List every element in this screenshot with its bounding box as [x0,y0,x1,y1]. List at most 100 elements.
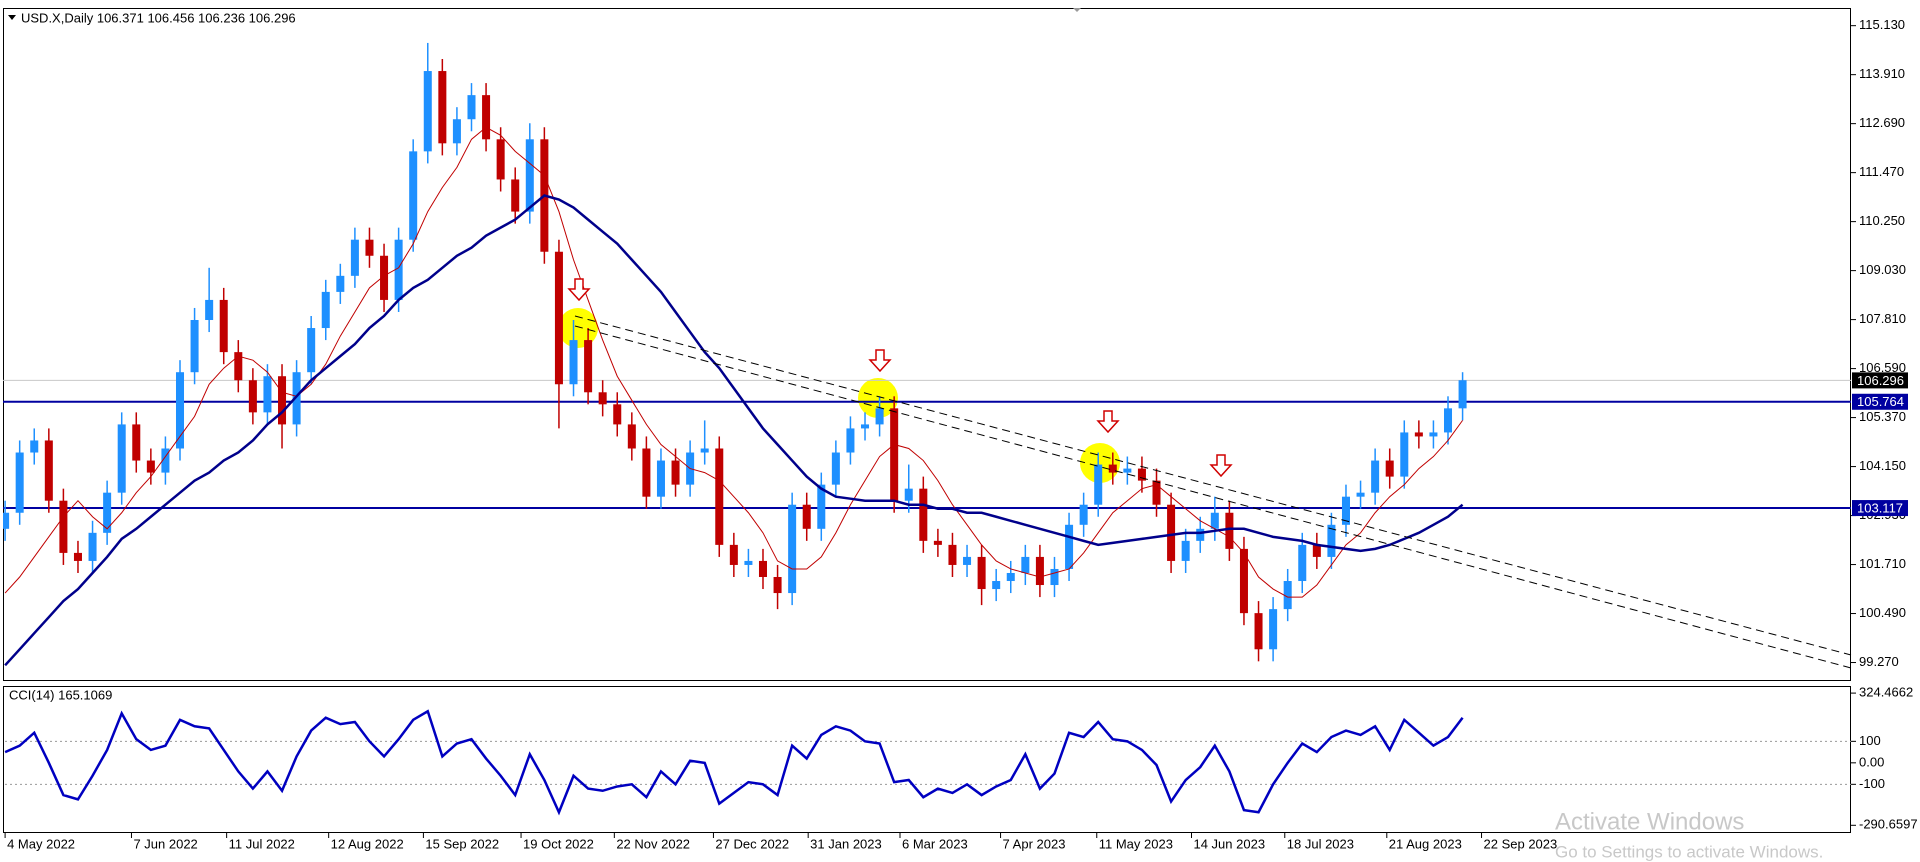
x-tick-label: 12 Aug 2022 [331,836,404,851]
candle-body [744,560,753,565]
y-tick-label: 100 [1859,733,1881,748]
candle-body [1108,464,1117,473]
candle-body [831,452,840,485]
main-plot [3,42,1851,667]
level-label: 103.117 [1857,500,1903,515]
candle-body [307,328,316,373]
candle-body [132,424,141,461]
candle-body [88,532,97,561]
candle-body [1371,460,1380,493]
candle-body [409,151,418,240]
candle-body [1239,548,1248,614]
x-tick-label: 7 Apr 2023 [1003,836,1066,851]
candle-body [146,460,155,473]
candle-body [1181,540,1190,561]
candle-body [802,504,811,529]
candle-body [190,320,199,373]
candle-body [1196,528,1205,541]
y-tick-label: 99.270 [1859,654,1899,669]
candle-body [773,576,782,594]
y-tick-label: 100.490 [1859,605,1906,620]
candle-body [700,448,709,453]
moving-average [4,194,1464,667]
main-panel [3,8,1851,681]
candle-body [15,452,24,513]
candle-body [365,239,374,256]
x-tick-label: 14 Jun 2023 [1193,836,1265,851]
y-tick-label: 101.710 [1859,556,1906,571]
y-tick-label: 104.150 [1859,458,1906,473]
candle-body [598,392,607,405]
cci-plot [3,709,1851,816]
y-tick-label: 324.4662 [1859,685,1913,700]
candle-body [788,504,797,594]
candle-body [1006,572,1015,582]
candle-body [992,581,1001,590]
candle-body [263,376,272,413]
x-tick-label: 18 Jul 2023 [1287,836,1354,851]
y-tick-label: 113.910 [1859,66,1905,81]
candle-body [59,500,68,553]
candle-body [1167,504,1176,561]
watermark-title: Activate Windows [1555,808,1744,835]
y-tick-label: -100 [1859,776,1885,791]
candle-body [1429,432,1438,437]
candle-body [452,119,461,144]
watermark-subtitle: Go to Settings to activate Windows. [1555,842,1823,861]
y-tick-label: 107.810 [1859,311,1906,326]
candle-body [1079,504,1088,525]
level-box [1852,393,1908,410]
candle-body [1443,408,1453,433]
candle-body [1094,464,1103,505]
menu-triangle [8,15,16,20]
candle-body [642,448,651,497]
level-label: 105.764 [1857,394,1904,409]
highlight-circle [1080,443,1120,483]
panel-handle [1073,8,1081,12]
x-tick-label: 21 Aug 2023 [1389,836,1462,851]
candle-body [1269,609,1278,650]
candle-body [656,460,665,497]
candle-body [554,251,563,385]
candle-body [525,139,534,212]
candle-body [292,372,301,425]
x-tick-label: 22 Sep 2023 [1484,836,1558,851]
candle-body [336,275,345,292]
candle-body [467,95,476,120]
candle-body [1152,480,1161,505]
candle-body [511,179,520,212]
chart-title: USD.X,Daily 106.371 106.456 106.236 106.… [21,10,296,25]
arrow [567,278,591,302]
candle-body [715,448,724,545]
candle-body [1021,556,1030,573]
annotations [567,278,1852,669]
candle-body [1123,468,1132,473]
x-tick-label: 27 Dec 2022 [715,836,789,851]
candle-body [729,544,738,565]
y-tick-label: 109.030 [1859,262,1906,277]
candle-body [1035,556,1044,586]
candle-body [1458,380,1467,409]
candle-body [977,556,986,590]
level-box [1852,500,1908,517]
candle-body [219,299,228,353]
candle-body [846,428,855,453]
candle-body [1385,460,1394,477]
candle-body [627,424,636,449]
candle-body [1137,468,1146,481]
y-tick-label: 115.130 [1859,17,1905,32]
candle-body [1414,432,1423,437]
last-price-label: 106.296 [1857,373,1904,388]
candle-body [438,71,447,144]
y-tick-label: 0.00 [1859,754,1884,769]
x-tick-label: 31 Jan 2023 [810,836,882,851]
candle-body [44,440,53,501]
candle-body [205,299,214,321]
candle-body [482,95,491,140]
candle-body [890,408,899,501]
candle-body [963,556,972,565]
candle-body [1065,524,1074,569]
candle-body [948,544,957,565]
candle-body [394,239,403,300]
